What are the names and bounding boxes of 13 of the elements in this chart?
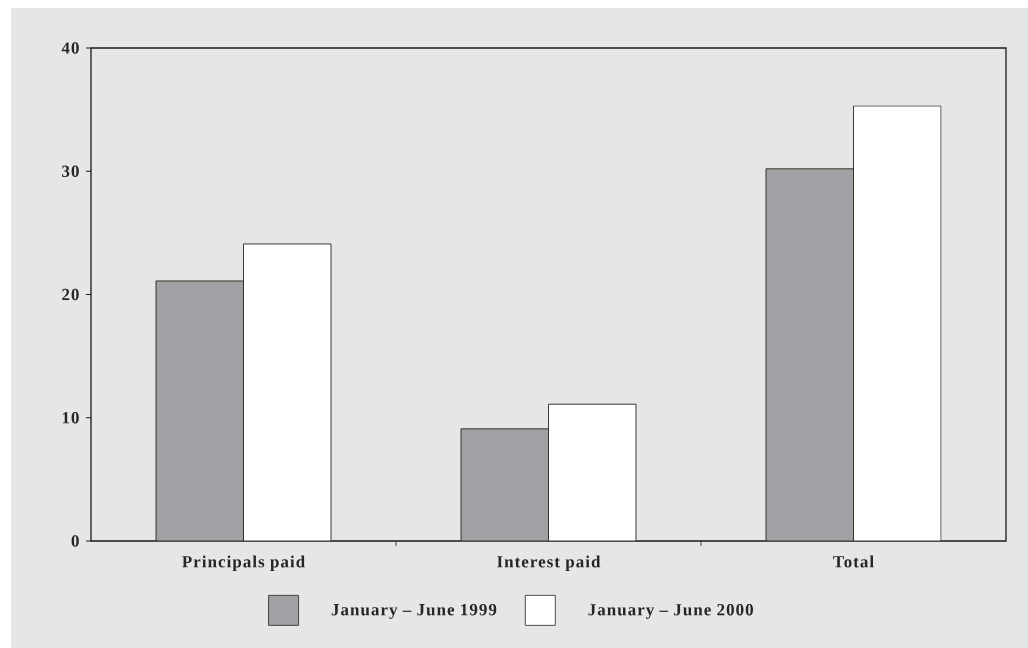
y-tick-label: 0 <box>71 535 79 547</box>
y-tick-label: 20 <box>62 288 79 301</box>
x-tick-label: Interest paid <box>497 555 601 571</box>
y-tick-label: 40 <box>61 42 79 54</box>
bar <box>765 168 854 541</box>
legend-label: January – June 2000 <box>588 603 753 619</box>
y-tick-label: 10 <box>62 412 79 424</box>
bar <box>460 428 549 541</box>
y-tick-label: 30 <box>62 165 79 177</box>
x-tick-label: Total <box>833 555 874 568</box>
bar <box>155 280 244 541</box>
legend-label: January – June 1999 <box>331 603 497 619</box>
x-tick-label: Principals paid <box>182 555 305 571</box>
